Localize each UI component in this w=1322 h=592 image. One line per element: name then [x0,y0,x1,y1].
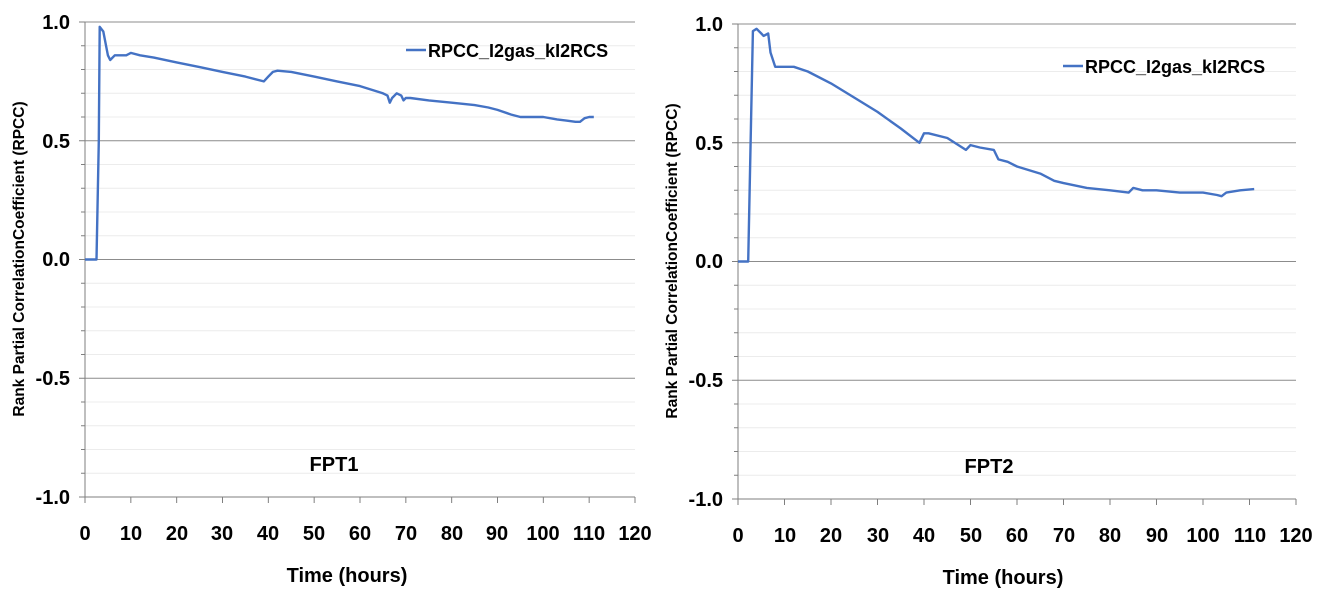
tick-marks-2 [732,23,1297,505]
y-tick-label: 1.0 [42,12,70,34]
y-axis-title: Rank Partial CorrelationCoefficient (RPC… [664,103,681,418]
x-tick-labels-1: 0 10 20 30 40 50 60 70 80 90 100 110 120 [79,523,651,545]
x-tick-label: 40 [913,525,935,547]
legend-label: RPCC_I2gas_kI2RCS [1085,57,1265,77]
y-axis-title: Rank Partial CorrelationCoefficient (RPC… [11,101,28,416]
y-tick-label: 0.0 [695,251,723,273]
x-tick-label: 50 [960,525,982,547]
x-tick-label: 70 [395,523,417,545]
x-tick-label: 90 [486,523,508,545]
x-tick-label: 100 [526,523,559,545]
y-tick-label: -0.5 [36,368,70,390]
x-tick-label: 20 [166,523,188,545]
x-tick-label: 0 [79,523,90,545]
y-tick-labels-2: 1.0 0.5 0.0 -0.5 -1.0 [689,14,723,511]
x-tick-label: 80 [1099,525,1121,547]
x-tick-labels-2: 0 10 20 30 40 50 60 70 80 90 100 110 120 [732,525,1312,547]
x-tick-label: 110 [1234,525,1266,547]
x-tick-label: 60 [349,523,371,545]
y-tick-label: -1.0 [689,489,723,511]
gridlines-2 [738,23,1296,476]
x-tick-label: 50 [303,523,325,545]
x-tick-label: 0 [732,525,743,547]
series-line [738,27,1255,263]
x-tick-label: 10 [120,523,142,545]
y-tick-label: -0.5 [689,370,723,392]
x-axis-title: Time (hours) [943,567,1064,589]
y-tick-label: -1.0 [36,487,70,509]
panel-annotation: FPT2 [965,456,1014,478]
series-line [85,25,594,261]
x-tick-label: 40 [257,523,279,545]
panel-annotation: FPT1 [310,454,359,476]
tick-marks-1 [79,21,636,503]
x-tick-label: 10 [774,525,796,547]
gridlines-1 [85,21,635,474]
legend-label: RPCC_I2gas_kI2RCS [428,41,608,61]
x-tick-label: 20 [820,525,842,547]
x-tick-label: 70 [1053,525,1075,547]
x-tick-label: 110 [573,523,605,545]
y-tick-label: 0.5 [695,133,723,155]
x-tick-label: 120 [618,523,651,545]
y-tick-labels-1: 1.0 0.5 0.0 -0.5 -1.0 [36,12,70,509]
x-tick-label: 30 [211,523,233,545]
chart-fpt1: 1.0 0.5 0.0 -0.5 -1.0 0 10 20 30 40 50 6… [11,12,652,587]
x-tick-label: 80 [441,523,463,545]
y-tick-label: 0.5 [42,131,70,153]
legend: RPCC_I2gas_kI2RCS [406,41,608,61]
legend: RPCC_I2gas_kI2RCS [1063,57,1265,77]
x-tick-label: 60 [1006,525,1028,547]
x-tick-label: 120 [1279,525,1312,547]
x-axis-title: Time (hours) [287,565,408,587]
y-tick-label: 0.0 [42,249,70,271]
y-tick-label: 1.0 [695,14,723,36]
x-tick-label: 90 [1146,525,1168,547]
chart-fpt2: 1.0 0.5 0.0 -0.5 -1.0 0 10 20 30 40 50 6… [664,14,1313,589]
x-tick-label: 30 [867,525,889,547]
x-tick-label: 100 [1186,525,1219,547]
